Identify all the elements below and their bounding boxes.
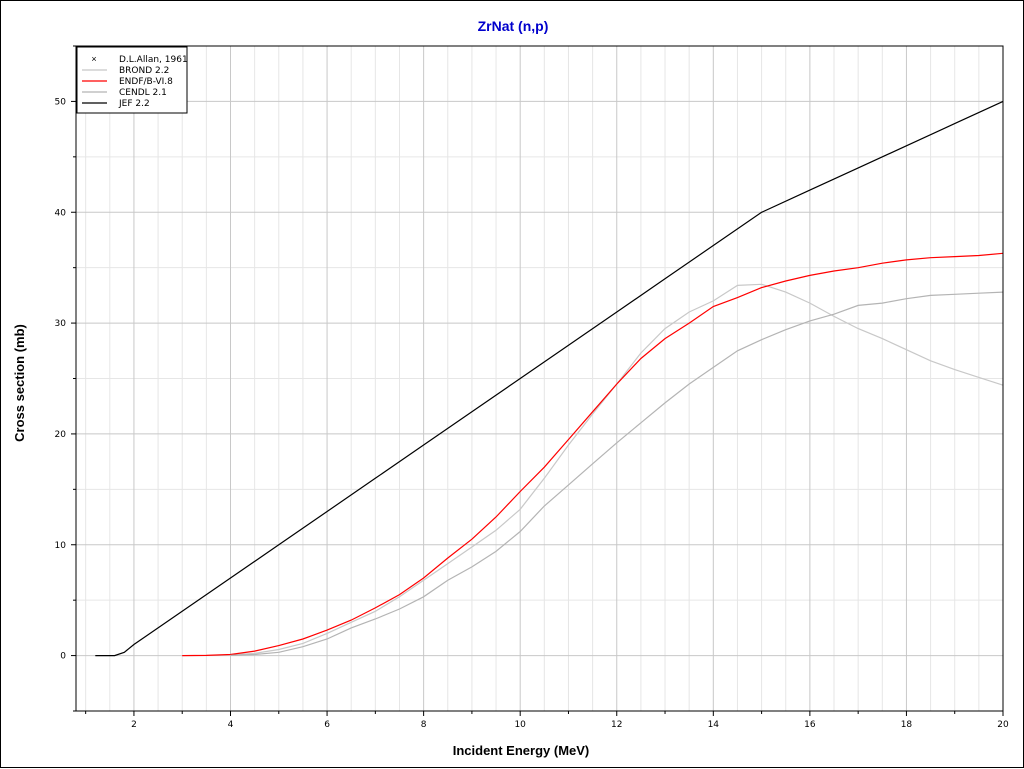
y-tick-label: 20 xyxy=(55,430,67,440)
legend-label: CENDL 2.1 xyxy=(119,88,167,98)
x-tick-label: 2 xyxy=(131,720,137,730)
grid-lines xyxy=(76,45,1004,712)
y-tick-label: 0 xyxy=(60,652,66,662)
x-tick-label: 8 xyxy=(421,720,427,730)
x-tick-label: 12 xyxy=(611,720,622,730)
y-tick-label: 30 xyxy=(55,319,67,329)
series-line-endf-b-vi-8 xyxy=(182,252,1004,657)
series-line-cendl-2-1 xyxy=(230,291,1004,656)
axis-ticks: 2 4 6 8 10 12 14 16 18 20 0 10 20 30 40 50 xyxy=(55,45,1009,730)
x-tick-label: 4 xyxy=(228,720,234,730)
x-tick-label: 10 xyxy=(514,720,526,730)
legend-marker-x: × xyxy=(91,54,96,64)
series-layer xyxy=(95,100,1004,657)
x-tick-label: 6 xyxy=(324,720,330,730)
y-tick-label: 40 xyxy=(55,208,67,218)
y-tick-label: 50 xyxy=(55,97,67,107)
legend-label: ENDF/B-VI.8 xyxy=(119,77,173,87)
legend-label: JEF 2.2 xyxy=(118,99,150,109)
x-axis-label: Incident Energy (MeV) xyxy=(453,743,590,758)
x-tick-label: 18 xyxy=(901,720,913,730)
x-tick-label: 20 xyxy=(997,720,1009,730)
chart-title: ZrNat (n,p) xyxy=(478,18,549,34)
legend-label: BROND 2.2 xyxy=(119,66,169,76)
series-line-jef-2-2 xyxy=(95,100,1004,657)
y-tick-label: 10 xyxy=(55,541,67,551)
legend-box xyxy=(76,46,188,114)
x-tick-label: 14 xyxy=(708,720,720,730)
legend-label: D.L.Allan, 1961 xyxy=(119,55,188,65)
x-tick-label: 16 xyxy=(804,720,816,730)
y-axis-label: Cross section (mb) xyxy=(12,324,27,442)
